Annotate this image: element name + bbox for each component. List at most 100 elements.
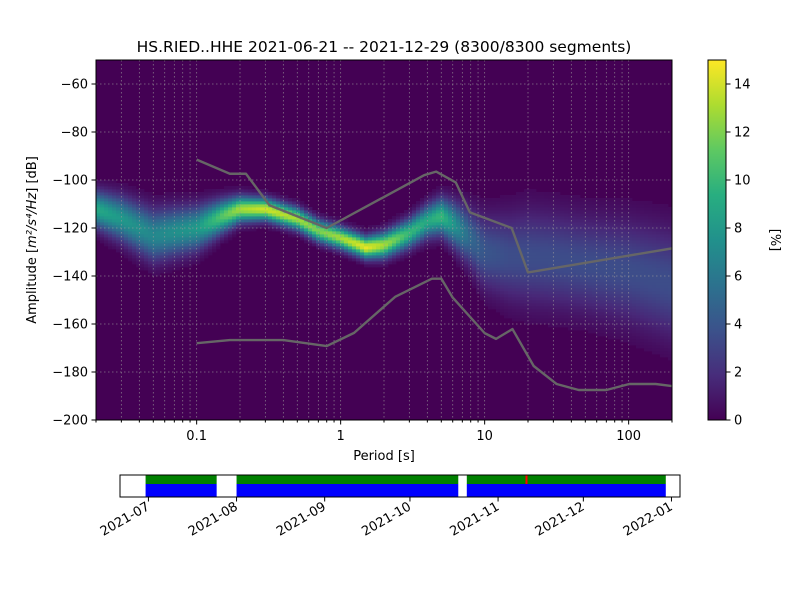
heat-cell [492,222,497,226]
heat-cell [540,207,545,211]
heat-cell [284,201,289,205]
heat-cell [604,252,609,256]
heat-cell [596,222,601,226]
heat-cell [204,228,209,232]
heat-cell [508,207,513,211]
heat-cell [224,204,229,208]
heat-cell [560,210,565,214]
heat-cell [652,318,657,322]
heat-cell [652,294,657,298]
heat-cell [636,342,641,346]
heat-cell [556,261,561,265]
heat-cell [660,270,665,274]
heat-cell [452,252,457,256]
heat-cell [588,201,593,205]
heat-cell [468,249,473,253]
heat-cell [448,252,453,256]
heat-cell [608,276,613,280]
heat-cell [468,273,473,277]
heat-cell [592,201,597,205]
heat-cell [120,213,125,217]
heat-cell [224,201,229,205]
heat-cell [336,240,341,244]
heat-cell [628,201,633,205]
heat-cell [192,237,197,241]
heat-cell [664,279,669,283]
heat-cell [660,264,665,268]
heat-cell [508,234,513,238]
heat-cell [180,207,185,211]
heat-cell [280,213,285,217]
heat-cell [204,192,209,196]
heat-cell [568,240,573,244]
heat-cell [660,312,665,316]
heat-cell [496,297,501,301]
heat-cell [552,273,557,277]
heat-cell [612,279,617,283]
heat-cell [500,252,505,256]
heat-cell [636,207,641,211]
heat-cell [400,234,405,238]
heat-cell [592,276,597,280]
heat-cell [508,228,513,232]
heat-cell [632,339,637,343]
heat-cell [304,204,309,208]
heat-cell [588,288,593,292]
heat-cell [628,303,633,307]
heat-cell [296,210,301,214]
heat-cell [288,201,293,205]
heat-cell [624,300,629,304]
heat-cell [440,240,445,244]
heat-cell [136,201,141,205]
heat-cell [172,249,177,253]
heat-cell [516,261,521,265]
heat-cell [240,189,245,193]
heat-cell [660,258,665,262]
heat-cell [124,252,129,256]
heat-cell [532,291,537,295]
heat-cell [500,246,505,250]
heat-cell [368,225,373,229]
heat-cell [172,216,177,220]
heat-cell [580,270,585,274]
heat-cell [600,240,605,244]
heat-cell [620,270,625,274]
heat-cell [496,234,501,238]
heat-cell [532,318,537,322]
heat-cell [128,204,133,208]
heat-cell [652,348,657,352]
heat-cell [100,207,105,211]
heat-cell [400,222,405,226]
heat-cell [184,204,189,208]
heat-cell [480,201,485,205]
heat-cell [368,237,373,241]
heat-cell [624,315,629,319]
heat-cell [484,303,489,307]
heat-cell [464,252,469,256]
heat-cell [480,213,485,217]
heat-cell [224,237,229,241]
heat-cell [596,204,601,208]
heat-cell [608,219,613,223]
heat-cell [140,213,145,217]
heat-cell [560,288,565,292]
heat-cell [108,192,113,196]
heat-cell [600,333,605,337]
heat-cell [324,249,329,253]
heat-cell [460,222,465,226]
heat-cell [108,186,113,190]
heat-cell [440,243,445,247]
heat-cell [424,225,429,229]
heat-cell [492,255,497,259]
heat-cell [452,225,457,229]
heat-cell [104,210,109,214]
x-tick-label: 0.1 [186,429,207,444]
heat-cell [392,216,397,220]
heat-cell [260,219,265,223]
heat-cell [508,303,513,307]
heat-cell [428,246,433,250]
heat-cell [436,219,441,223]
heat-cell [536,231,541,235]
heat-cell [176,243,181,247]
heat-cell [636,210,641,214]
